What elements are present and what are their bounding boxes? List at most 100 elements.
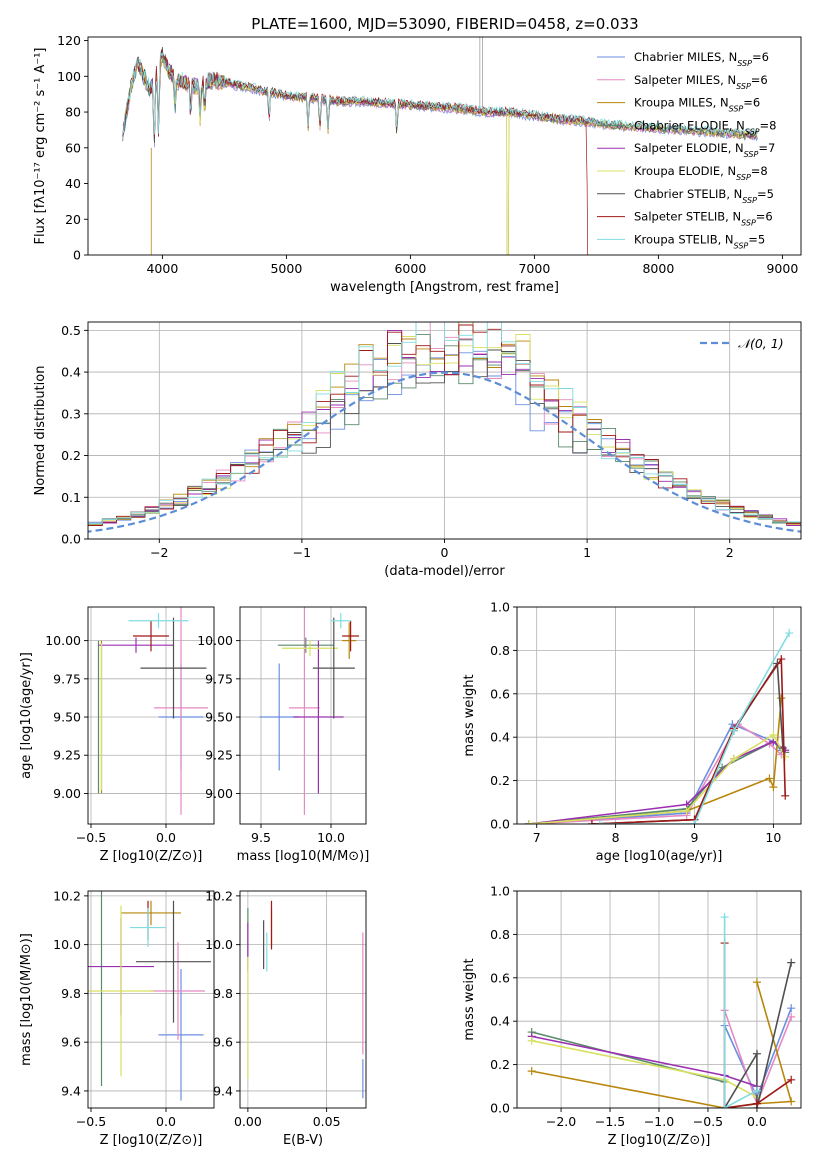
age-vs-mass-point-1 — [289, 607, 320, 815]
mass-weight-vs-metallicity-marker — [787, 1012, 796, 1021]
age-vs-metallicity-point-4 — [98, 637, 174, 653]
residual-histogram-marks — [88, 322, 801, 533]
age-vs-metallicity-ytick-label: 9.25 — [53, 748, 81, 763]
mass-weight-vs-age-marker — [524, 820, 533, 824]
mass-weight-vs-age-ytick-label: 0.0 — [490, 817, 510, 832]
mass-weight-vs-age-plot: 7 8 9 10 0.0 0.2 0.4 0.6 0.8 1.0 age [log10(age/yr… — [462, 600, 802, 864]
age-vs-metallicity-point-1 — [154, 607, 208, 815]
age-vs-mass-point-0 — [259, 663, 299, 771]
residual-histogram-xlabel: (data-model)/error — [384, 564, 505, 579]
age-vs-mass-xlabel: mass [log10(M/M⊙)] — [237, 849, 370, 864]
mass-weight-vs-age-ytick-label: 0.6 — [490, 686, 510, 701]
mass-weight-vs-metallicity-marker — [527, 1036, 536, 1045]
spectrum-legend-label: Chabrier ELODIE, NSSP=8 — [634, 118, 776, 136]
residual-histogram-ytick-label: 0.5 — [61, 323, 81, 338]
age-vs-metallicity-ytick-label: 10.00 — [45, 633, 81, 648]
spectrum-legend-label: Chabrier MILES, NSSP=6 — [634, 50, 769, 68]
spectrum-ytick-label: 20 — [65, 212, 81, 227]
mass-weight-vs-metallicity-marker — [787, 958, 796, 967]
spectrum-xlabel: wavelength [Angstrom, rest frame] — [330, 280, 559, 295]
residual-histogram-ylabel: Normed distribution — [33, 366, 48, 496]
mass-vs-metallicity-xlabel: Z [log10(Z/Z⊙)] — [100, 1133, 203, 1148]
mass-weight-vs-metallicity-ytick-label: 0.0 — [490, 1101, 510, 1116]
mass-vs-metallicity-marks — [88, 891, 211, 1101]
mass-weight-vs-metallicity-marker — [787, 1097, 796, 1106]
spectrum-marks — [122, 37, 758, 255]
spectrum-ytick-label: 80 — [65, 105, 81, 120]
spectrum-frame — [87, 36, 802, 256]
mass-vs-extinction-ytick-label: 10.2 — [205, 888, 233, 903]
age-vs-mass-frame — [239, 606, 367, 825]
age-vs-metallicity-xtick-label: 0.0 — [156, 830, 176, 845]
mass-weight-vs-metallicity-plot: −2.0 −1.5 −1.0 −0.5 0.0 0.0 0.2 0.4 0.6 0.8 1.0 Z [… — [462, 884, 802, 1148]
age-vs-mass-ytick-label: 9.25 — [205, 748, 233, 763]
mass-vs-extinction-ytick-label: 9.6 — [213, 1035, 233, 1050]
residual-histogram-ytick-label: 0.3 — [61, 406, 81, 421]
mass-vs-extinction-ytick-label: 10.0 — [205, 937, 233, 952]
residual-histogram-xtick-label: −2 — [150, 545, 168, 560]
residual-histogram-xtick-label: 0 — [441, 545, 449, 560]
mass-vs-metallicity-ytick-label: 9.6 — [61, 1035, 81, 1050]
mass-vs-metallicity-ytick-label: 9.8 — [61, 986, 81, 1001]
mass-weight-vs-metallicity-ylabel: mass weight — [462, 958, 477, 1040]
mass-vs-metallicity-xtick-label: 0.0 — [156, 1114, 176, 1129]
mass-vs-metallicity-ytick-label: 10.0 — [53, 937, 81, 952]
mass-weight-vs-age-marker — [785, 629, 794, 638]
age-vs-mass-point-2 — [342, 622, 357, 659]
mass-vs-metallicity-ytick-label: 10.2 — [53, 888, 81, 903]
age-vs-mass-point-5 — [282, 640, 338, 656]
mass-vs-extinction-xtick-label: 0.05 — [313, 1114, 341, 1129]
mass-vs-extinction-ytick-label: 9.4 — [213, 1083, 233, 1098]
spectrum-ylabel: Flux [fλ10⁻¹⁷ erg cm⁻² s⁻¹ A⁻¹] — [33, 48, 48, 245]
mass-weight-vs-age-xtick-label: 7 — [533, 830, 541, 845]
mass-weight-vs-age-frame — [516, 606, 802, 825]
mass-vs-metallicity-ytick-label: 9.4 — [61, 1083, 81, 1098]
age-vs-metallicity-ytick-label: 9.50 — [53, 710, 81, 725]
spectrum-legend-label: Chabrier STELIB, NSSP=5 — [634, 187, 774, 205]
mass-weight-vs-metallicity-marker — [787, 1075, 796, 1084]
residual-histogram-ytick-label: 0.2 — [61, 448, 81, 463]
age-vs-mass-point-7 — [342, 620, 359, 652]
spectrum-ytick-label: 0 — [73, 248, 81, 263]
residual-histogram-ytick-label: 0.0 — [61, 532, 81, 547]
mass-weight-vs-age-marker — [729, 726, 738, 735]
mass-vs-metallicity-point-6 — [136, 900, 211, 1023]
spectrum-legend-label: Salpeter ELODIE, NSSP=7 — [634, 141, 775, 159]
mass-vs-extinction-xlabel: E(B-V) — [283, 1133, 323, 1148]
mass-weight-vs-metallicity-ytick-label: 1.0 — [490, 884, 510, 899]
mass-weight-vs-metallicity-marker — [752, 978, 761, 987]
age-vs-metallicity-ytick-label: 9.00 — [53, 786, 81, 801]
age-vs-metallicity-xtick-label: −0.5 — [76, 830, 106, 845]
age-vs-mass-ytick-label: 9.50 — [205, 710, 233, 725]
mass-vs-extinction-xtick-label: 0.00 — [234, 1114, 262, 1129]
age-vs-mass-xtick-label: 10.0 — [317, 830, 345, 845]
mass-vs-metallicity-point-1 — [151, 942, 205, 1040]
mass-weight-vs-metallicity-xtick-label: 0.0 — [747, 1114, 767, 1129]
age-vs-mass-ytick-label: 10.00 — [197, 633, 233, 648]
mass-weight-vs-age-series-8 — [595, 629, 794, 824]
mass-weight-vs-age-ytick-label: 1.0 — [490, 600, 510, 615]
mass-weight-vs-metallicity-ytick-label: 0.2 — [490, 1057, 510, 1072]
normal-reference-curve — [88, 371, 801, 533]
mass-weight-vs-metallicity-marker — [720, 1104, 729, 1108]
mass-vs-metallicity-plot: −0.5 0.0 9.4 9.6 9.8 10.0 10.2 Z [log10(Z/Z⊙)] m… — [19, 888, 215, 1148]
mass-weight-vs-metallicity-ytick-label: 0.8 — [490, 927, 510, 942]
spectrum-xtick-label: 5000 — [270, 261, 302, 276]
age-vs-mass-point-6 — [312, 617, 355, 719]
age-vs-metallicity-xlabel: Z [log10(Z/Z⊙)] — [100, 849, 203, 864]
age-vs-mass-ytick-label: 9.00 — [205, 786, 233, 801]
residual-histogram-xtick-label: 1 — [583, 545, 591, 560]
mass-weight-vs-age-ytick-label: 0.4 — [490, 730, 510, 745]
residual-histogram-ytick-label: 0.1 — [61, 490, 81, 505]
mass-weight-vs-metallicity-marker — [752, 1086, 761, 1095]
mass-weight-vs-age-marker — [769, 783, 778, 792]
mass-weight-vs-metallicity-xtick-label: −0.5 — [693, 1114, 723, 1129]
mass-vs-extinction-marks — [247, 900, 364, 1099]
mass-weight-vs-age-marks — [524, 629, 794, 824]
residual-histogram-xtick-label: −1 — [293, 545, 311, 560]
mass-vs-extinction-frame — [239, 890, 367, 1109]
mass-weight-vs-metallicity-marker — [720, 913, 729, 922]
spectrum-xtick-label: 9000 — [766, 261, 798, 276]
age-vs-mass-marks — [259, 607, 359, 815]
